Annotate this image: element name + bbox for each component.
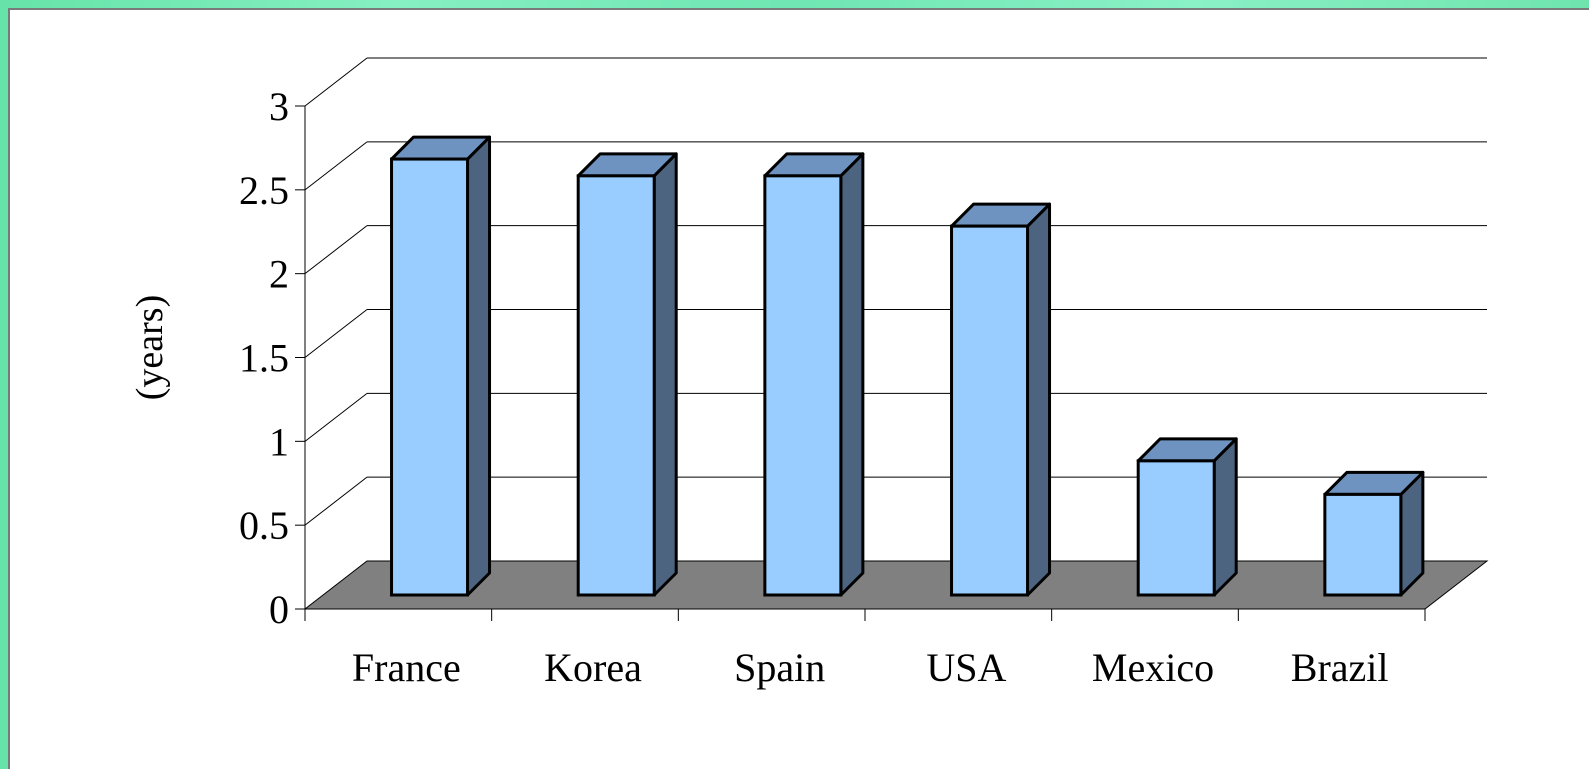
bar-front [1323, 492, 1403, 597]
bar-front [1136, 459, 1216, 597]
bar-side [1212, 437, 1238, 597]
bar-chart: 0 0.5 1 1.5 2 2.5 3 France Korea Spain USA Mexico B… [129, 57, 1489, 690]
bar-front [576, 174, 656, 597]
bar-side [839, 152, 865, 597]
bar-korea [576, 152, 678, 597]
gridline-side [304, 392, 368, 442]
x-category-label: Korea [544, 645, 642, 690]
gridline-side [304, 57, 368, 107]
x-category-label: Mexico [1092, 645, 1214, 690]
y-tick-label: 1.5 [239, 336, 289, 381]
bar-front [950, 224, 1030, 597]
gridline-side [304, 476, 368, 526]
bar-side [466, 135, 492, 597]
y-tick-label: 0 [269, 587, 289, 632]
bar-mexico [1136, 437, 1238, 597]
x-category-label: USA [926, 645, 1006, 690]
x-category-label: Brazil [1291, 645, 1389, 690]
bar-front [390, 157, 470, 597]
y-tick-label: 2 [269, 252, 289, 297]
x-category-label: Spain [734, 645, 825, 690]
y-axis-title: (years) [129, 295, 171, 400]
gridlines [304, 57, 1487, 526]
y-tick-label: 0.5 [239, 503, 289, 548]
chart-panel: 0 0.5 1 1.5 2 2.5 3 France Korea Spain USA Mexico B… [8, 8, 1589, 769]
bar-france [390, 135, 492, 597]
bars [390, 135, 1425, 597]
bar-front [763, 174, 843, 597]
bar-spain [763, 152, 865, 597]
y-tick-label: 1 [269, 419, 289, 464]
bar-side [652, 152, 678, 597]
y-tick-label: 3 [269, 84, 289, 129]
y-tick-labels: 0 0.5 1 1.5 2 2.5 3 [239, 84, 289, 632]
bar-side [1026, 202, 1052, 597]
gridline-side [304, 309, 368, 358]
bar-usa [950, 202, 1052, 597]
x-category-label: France [352, 645, 461, 690]
x-category-labels: France Korea Spain USA Mexico Brazil [352, 645, 1389, 690]
y-tick-label: 2.5 [239, 168, 289, 213]
axes [295, 105, 1426, 621]
gridline-side [304, 141, 368, 191]
gridline-side [304, 225, 368, 275]
bar-brazil [1323, 470, 1425, 597]
